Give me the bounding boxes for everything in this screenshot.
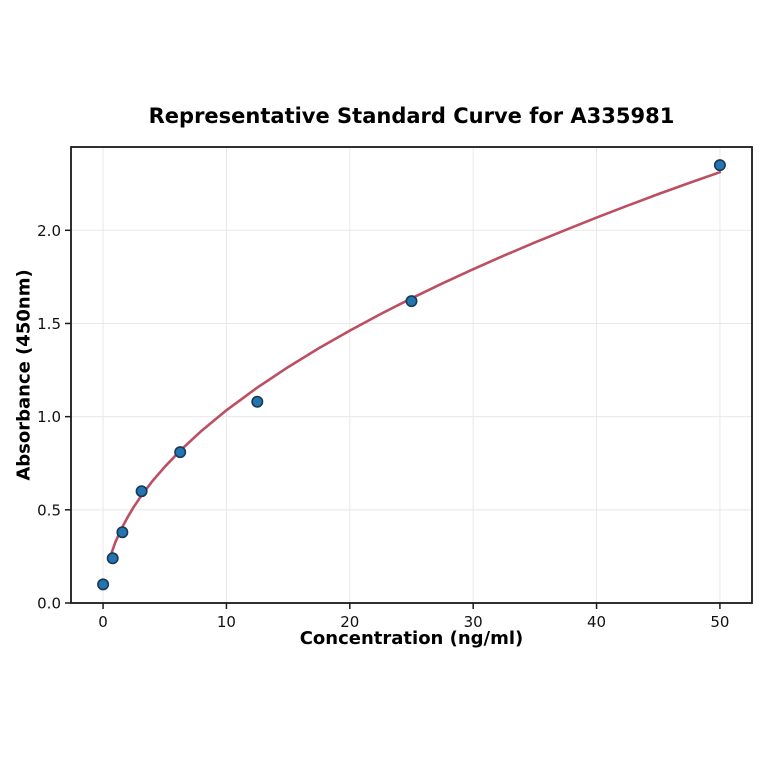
y-tick-label: 0.0 <box>37 595 61 613</box>
x-tick-label: 20 <box>340 613 359 631</box>
plot-border <box>70 146 753 604</box>
y-axis-label: Absorbance (450nm) <box>13 269 35 481</box>
x-tick-label: 0 <box>98 613 108 631</box>
x-tick-label: 40 <box>587 613 606 631</box>
fit-curve <box>109 170 722 558</box>
data-point <box>174 446 187 459</box>
data-point <box>713 159 726 172</box>
chart-title: Representative Standard Curve for A33598… <box>148 104 675 128</box>
data-point <box>251 395 264 408</box>
data-point <box>116 526 129 539</box>
data-point <box>97 578 110 591</box>
x-tick-label: 50 <box>710 613 729 631</box>
y-tick-label: 1.5 <box>37 315 61 333</box>
data-point <box>106 552 119 565</box>
y-tick-label: 2.0 <box>37 222 61 240</box>
x-tick-label: 10 <box>217 613 236 631</box>
y-tick-label: 1.0 <box>37 408 61 426</box>
y-tick-label: 0.5 <box>37 501 61 519</box>
x-axis-label: Concentration (ng/ml) <box>299 628 524 649</box>
data-point <box>405 295 418 308</box>
x-tick-label: 30 <box>464 613 483 631</box>
data-point <box>135 485 148 498</box>
